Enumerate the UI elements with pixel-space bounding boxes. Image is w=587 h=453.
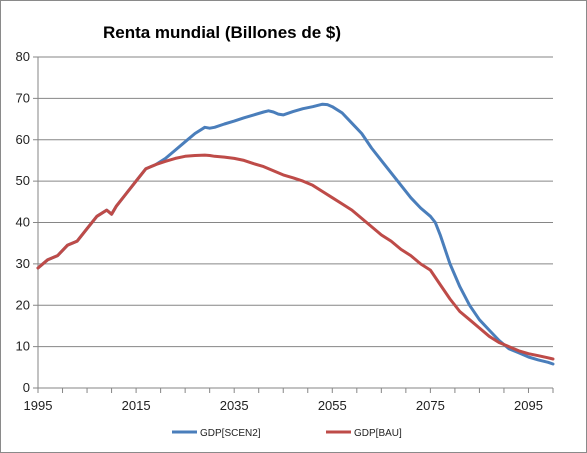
x-tick-label: 2075 xyxy=(416,398,445,413)
y-tick-label: 20 xyxy=(16,297,30,312)
y-tick-label: 10 xyxy=(16,339,30,354)
y-tick-label: 60 xyxy=(16,132,30,147)
y-tick-label: 50 xyxy=(16,173,30,188)
series-line-1 xyxy=(36,153,555,361)
y-tick-labels: 0 10 20 30 40 50 60 70 80 xyxy=(16,49,30,395)
series-lines xyxy=(36,102,555,366)
x-tick-label: 2035 xyxy=(220,398,249,413)
legend-label: GDP[SCEN2] xyxy=(200,428,261,439)
chart-title: Renta mundial (Billones de $) xyxy=(103,23,341,42)
y-tick-label: 30 xyxy=(16,256,30,271)
legend-label: GDP[BAU] xyxy=(354,428,402,439)
x-tick-label: 1995 xyxy=(24,398,53,413)
y-tick-label: 80 xyxy=(16,49,30,64)
axes xyxy=(37,57,553,389)
legend: GDP[SCEN2] GDP[BAU] xyxy=(172,428,402,439)
y-tick-label: 70 xyxy=(16,90,30,105)
x-tick-labels: 1995 2015 2035 2055 2075 2095 xyxy=(24,398,543,413)
x-tick-label: 2015 xyxy=(122,398,151,413)
y-tick-label: 0 xyxy=(23,380,30,395)
y-tick-label: 40 xyxy=(16,215,30,230)
gridlines xyxy=(33,56,554,393)
x-tick-label: 2095 xyxy=(514,398,543,413)
x-tick-label: 2055 xyxy=(318,398,347,413)
